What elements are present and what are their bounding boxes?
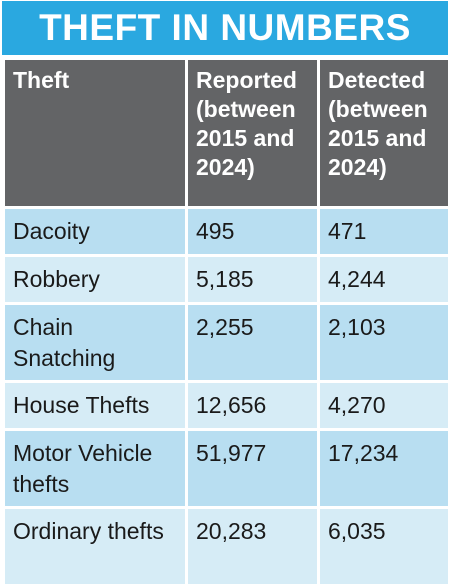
header-reported: Reported (between 2015 and 2024) <box>185 57 320 209</box>
theft-type-cell: Robbery <box>2 254 188 305</box>
detected-cell: 6,035 <box>317 506 450 587</box>
reported-cell: 51,977 <box>185 428 320 509</box>
reported-cell: 5,185 <box>185 254 320 305</box>
reported-cell: 2,255 <box>185 302 320 383</box>
detected-cell: 471 <box>317 206 450 257</box>
theft-type-cell: Motor Vehicle thefts <box>2 428 188 509</box>
reported-cell: 20,283 <box>185 506 320 587</box>
table-row: Ordinary thefts 20,283 6,035 <box>2 506 450 587</box>
theft-type-cell: Dacoity <box>2 206 188 257</box>
detected-cell: 17,234 <box>317 428 450 509</box>
table-row: House Thefts 12,656 4,270 <box>2 380 450 431</box>
table-row: Chain Snatching 2,255 2,103 <box>2 302 450 383</box>
table-header-row: Theft Reported (between 2015 and 2024) D… <box>2 57 450 209</box>
theft-table: Theft Reported (between 2015 and 2024) D… <box>2 57 450 587</box>
theft-type-cell: House Thefts <box>2 380 188 431</box>
table-row: Motor Vehicle thefts 51,977 17,234 <box>2 428 450 509</box>
table-row: Robbery 5,185 4,244 <box>2 254 450 305</box>
header-detected: Detected (between 2015 and 2024) <box>317 57 450 209</box>
detected-cell: 4,270 <box>317 380 450 431</box>
header-theft: Theft <box>2 57 188 209</box>
theft-type-cell: Ordinary thefts <box>2 506 188 587</box>
reported-cell: 12,656 <box>185 380 320 431</box>
theft-type-cell: Chain Snatching <box>2 302 188 383</box>
table-row: Dacoity 495 471 <box>2 206 450 257</box>
detected-cell: 4,244 <box>317 254 450 305</box>
infographic-title: THEFT IN NUMBERS <box>2 1 448 55</box>
reported-cell: 495 <box>185 206 320 257</box>
detected-cell: 2,103 <box>317 302 450 383</box>
